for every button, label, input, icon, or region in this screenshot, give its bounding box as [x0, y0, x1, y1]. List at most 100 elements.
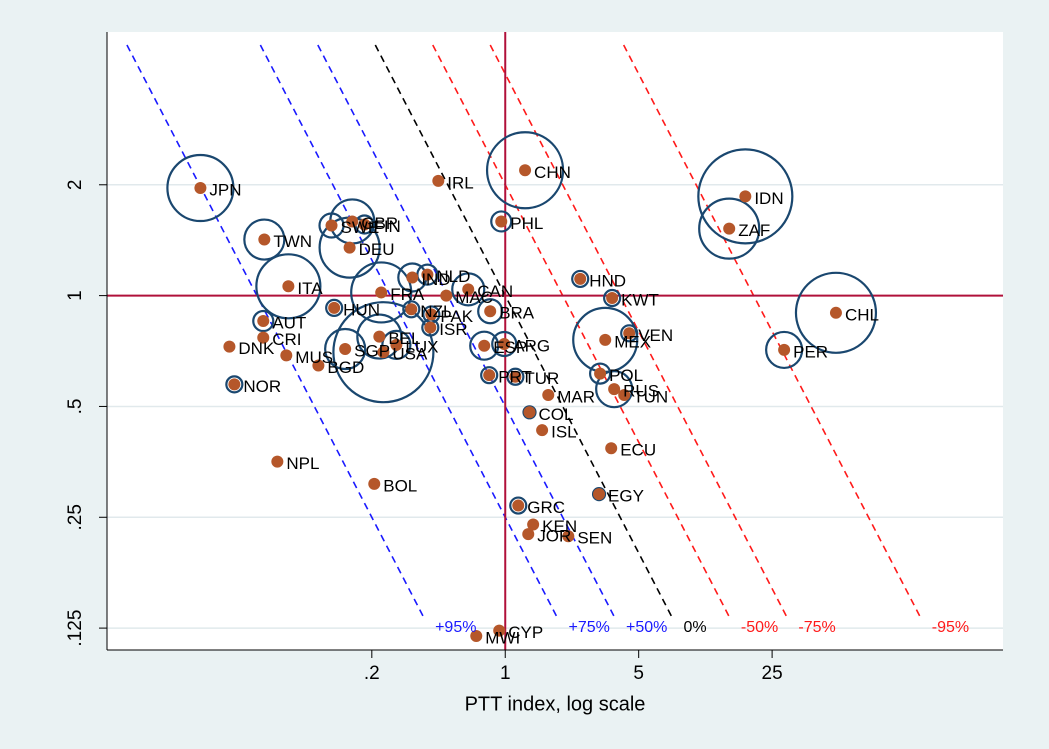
point-label: GBR — [361, 214, 398, 233]
bubble — [332, 301, 435, 404]
point-label: ESP — [493, 338, 527, 357]
point-label: EGY — [608, 487, 644, 506]
reference-label: +50% — [626, 619, 667, 636]
point — [542, 389, 555, 402]
point-label: MAC — [455, 288, 493, 307]
point — [406, 271, 419, 284]
point — [358, 218, 371, 231]
point — [194, 182, 207, 195]
bubble — [451, 272, 486, 307]
point-label: NLD — [436, 267, 470, 286]
point — [478, 339, 491, 352]
point — [527, 518, 540, 531]
bubble — [595, 370, 634, 409]
point-label: IND — [421, 270, 450, 289]
point — [739, 190, 752, 203]
point — [328, 301, 341, 314]
point-label: RUS — [623, 382, 659, 401]
point — [484, 305, 497, 318]
y-tick-label: .125 — [65, 610, 86, 647]
point — [228, 378, 241, 391]
point-label: ARG — [513, 336, 550, 355]
point-label: NOR — [243, 377, 281, 396]
point — [562, 530, 575, 543]
bubble — [252, 309, 275, 333]
point — [599, 333, 612, 346]
point-label: POL — [609, 366, 643, 385]
y-tick-label: 2 — [65, 179, 86, 190]
point-label: PHL — [510, 214, 543, 233]
point-label: ISR — [439, 320, 467, 339]
point-label: FRA — [390, 285, 425, 304]
point — [623, 327, 636, 340]
bubble — [509, 496, 528, 515]
bubble — [490, 210, 513, 233]
point-label: SGP — [354, 342, 390, 361]
point-label: BRA — [499, 304, 535, 323]
point — [368, 477, 381, 490]
bubble — [356, 313, 403, 360]
x-axis-label: PTT index, log scale — [465, 693, 646, 715]
y-tick-label: 1 — [65, 290, 86, 301]
bubble — [571, 269, 590, 289]
bubble — [225, 375, 244, 394]
point — [608, 383, 621, 396]
point — [512, 499, 525, 512]
reference-label: -75% — [798, 619, 835, 636]
point — [519, 164, 532, 177]
point-label: AUT — [272, 314, 306, 333]
point — [594, 367, 607, 380]
bubble — [324, 327, 367, 371]
point-label: LUX — [405, 337, 438, 356]
point-label: BEL — [388, 329, 420, 348]
point — [483, 369, 496, 382]
bubble — [325, 298, 344, 318]
x-tick-label: 25 — [762, 663, 783, 684]
point — [424, 321, 437, 334]
point — [405, 303, 418, 316]
reference-label: 0% — [683, 619, 706, 636]
point-label: JPN — [209, 180, 241, 199]
point — [509, 370, 522, 383]
y-tick-label: .5 — [65, 399, 86, 415]
bubble — [166, 153, 235, 223]
point — [257, 315, 270, 328]
point-label: CHL — [845, 305, 879, 324]
point-label: TUR — [524, 369, 559, 388]
point-label: GRC — [527, 498, 565, 517]
y-tick-label: .25 — [65, 504, 86, 530]
point — [829, 306, 842, 319]
point — [425, 308, 438, 321]
point-label: KEN — [542, 517, 577, 536]
point-label: NZL — [420, 302, 452, 321]
point-label: TUN — [633, 388, 668, 407]
bubble — [480, 366, 499, 385]
x-tick-label: 1 — [500, 663, 511, 684]
point-label: VEN — [638, 326, 673, 345]
bubble — [697, 148, 794, 245]
point — [421, 268, 434, 281]
point — [498, 337, 511, 350]
bubble — [477, 298, 504, 325]
point — [280, 349, 293, 362]
point-label: ZAF — [738, 221, 770, 240]
point-label: COL — [539, 405, 574, 424]
point — [593, 488, 606, 501]
point — [339, 343, 352, 356]
point — [282, 280, 295, 293]
bubble — [381, 329, 412, 360]
point — [390, 338, 403, 351]
reference-label: +75% — [569, 619, 610, 636]
point — [462, 283, 475, 296]
point-label: IRL — [447, 173, 473, 192]
point-label: IDN — [754, 189, 783, 208]
bubble — [491, 330, 518, 358]
point — [257, 331, 270, 344]
point — [440, 289, 453, 302]
bubble — [603, 288, 622, 308]
point-label: DEU — [359, 240, 395, 259]
point-label: MUS — [295, 348, 333, 367]
point — [223, 340, 236, 353]
x-tick-label: 5 — [633, 663, 644, 684]
